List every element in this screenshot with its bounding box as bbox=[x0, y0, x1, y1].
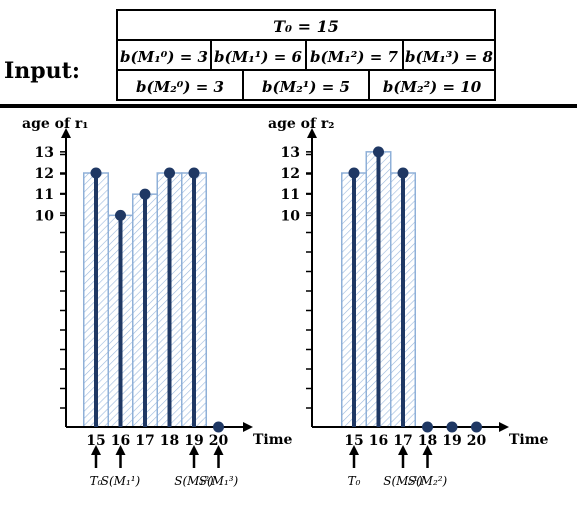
data-point bbox=[139, 188, 151, 200]
data-point bbox=[213, 421, 224, 433]
x-tick-label: 19 bbox=[184, 433, 203, 449]
y-tick-label: 13 bbox=[35, 145, 54, 161]
event-label: S(M₁³) bbox=[199, 474, 239, 488]
row2-cell: b(M₂²) = 10 bbox=[383, 78, 482, 96]
event-label: S(M₂²) bbox=[408, 474, 448, 488]
y-tick-label: 10 bbox=[35, 208, 55, 224]
event-label: T₀ bbox=[90, 474, 103, 488]
row1-cell: b(M₁¹) = 6 bbox=[214, 48, 302, 66]
data-point bbox=[373, 146, 384, 158]
y-tick-label: 11 bbox=[281, 187, 300, 203]
chart-r1: 10 11 12 13 15 16 17 18 19 20 Time age of r₁ T₀S(M₁¹… bbox=[22, 116, 293, 488]
x-tick-label: 20 bbox=[209, 433, 229, 449]
input-table: Input: T₀ = 15 b(M₁⁰) = 3 b(M₁¹) = 6 b(M… bbox=[4, 9, 496, 101]
y-tick-label: 12 bbox=[35, 166, 54, 182]
x-tick-label: 18 bbox=[160, 433, 179, 449]
x-axis-label: Time bbox=[253, 432, 293, 448]
data-point bbox=[115, 209, 126, 221]
y-tick-label: 11 bbox=[35, 187, 54, 203]
x-tick-label: 19 bbox=[442, 433, 461, 449]
y-tick-label: 12 bbox=[281, 166, 300, 182]
row1-cell: b(M₁²) = 7 bbox=[310, 48, 398, 66]
chart-r2: 10 11 12 13 15 16 17 18 19 20 Time age of r₂ T₀ S(M₂¹… bbox=[268, 116, 549, 488]
y-axis-label: age of r₂ bbox=[268, 116, 334, 132]
data-point bbox=[90, 167, 102, 179]
data-point bbox=[348, 167, 360, 179]
x-tick-label: 17 bbox=[393, 433, 412, 449]
x-tick-label: 16 bbox=[111, 433, 130, 449]
event-label: T₀ bbox=[348, 474, 361, 488]
x-axis-label: Time bbox=[509, 432, 549, 448]
y-tick-label: 10 bbox=[281, 208, 301, 224]
x-tick-label: 17 bbox=[135, 433, 154, 449]
event-label: S(M₂¹) bbox=[383, 474, 423, 488]
data-point bbox=[164, 167, 175, 179]
data-point bbox=[446, 421, 458, 433]
row1-cell: b(M₁³) = 8 bbox=[405, 48, 493, 66]
input-label: Input: bbox=[4, 58, 80, 84]
data-point bbox=[422, 421, 433, 433]
x-tick-label: 16 bbox=[369, 433, 388, 449]
event-label: S(M₁¹) bbox=[101, 474, 141, 488]
x-tick-label: 20 bbox=[467, 433, 487, 449]
row1-cell: b(M₁⁰) = 3 bbox=[120, 48, 208, 66]
data-point bbox=[397, 167, 409, 179]
y-axis-label: age of r₁ bbox=[22, 116, 88, 132]
y-tick-label: 13 bbox=[281, 145, 300, 161]
x-tick-label: 15 bbox=[344, 433, 363, 449]
event-label: S(M₁²) bbox=[174, 474, 214, 488]
t0-text: T₀ = 15 bbox=[273, 17, 339, 36]
x-tick-label: 15 bbox=[86, 433, 105, 449]
row2-cell: b(M₂¹) = 5 bbox=[262, 78, 350, 96]
data-point bbox=[471, 421, 482, 433]
row2-frame bbox=[116, 69, 496, 101]
x-tick-label: 18 bbox=[418, 433, 437, 449]
t0-cell bbox=[116, 9, 496, 41]
data-point bbox=[188, 167, 200, 179]
row2-cell: b(M₂⁰) = 3 bbox=[136, 78, 224, 96]
